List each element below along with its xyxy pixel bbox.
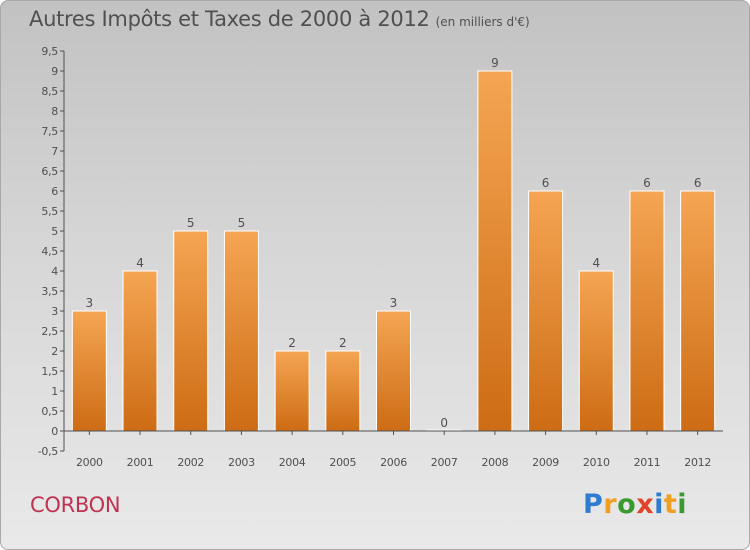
logo-letter: x — [636, 489, 655, 520]
data-label: 5 — [238, 216, 246, 230]
data-label: 3 — [86, 296, 94, 310]
x-tick-label: 2000 — [76, 456, 103, 469]
y-tick-label: 8 — [51, 105, 58, 118]
data-label: 5 — [187, 216, 195, 230]
y-tick-label: 5 — [51, 225, 58, 238]
data-label: 6 — [542, 176, 550, 190]
y-tick-label: 5,5 — [41, 205, 58, 218]
logo-letter: P — [583, 489, 604, 520]
x-tick-label: 2008 — [481, 456, 508, 469]
y-tick-label: 3,5 — [41, 285, 58, 298]
data-label: 4 — [136, 256, 144, 270]
x-tick-label: 2009 — [532, 456, 559, 469]
y-tick-label: 2 — [51, 345, 58, 358]
bar-2006 — [376, 310, 411, 432]
y-tick-label: 7,5 — [41, 125, 58, 138]
y-tick-label: 7 — [51, 145, 58, 158]
bar-2009 — [528, 190, 564, 432]
bars: 3 4 5 5 2 2 3 0 9 6 4 6 6 — [71, 56, 716, 432]
data-label: 4 — [592, 256, 600, 270]
logo-letter: r — [603, 489, 618, 520]
y-tick-label: 9,5 — [41, 45, 58, 58]
data-label: 6 — [694, 176, 702, 190]
y-tick-label: 4 — [51, 265, 58, 278]
bar-2011 — [629, 190, 665, 432]
x-tick-label: 2010 — [583, 456, 610, 469]
bar-2008 — [477, 70, 513, 432]
x-tick-label: 2001 — [127, 456, 154, 469]
y-tick-label: 9 — [51, 65, 58, 78]
bar-2000 — [71, 310, 107, 432]
y-tick-label: 8,5 — [41, 85, 58, 98]
x-tick-label: 2003 — [228, 456, 255, 469]
data-label: 6 — [643, 176, 651, 190]
x-tick-label: 2002 — [177, 456, 204, 469]
x-tick-label: 2006 — [380, 456, 407, 469]
x-axis: 2000 2001 2002 2003 2004 2005 2006 2007 2008 2009… — [64, 430, 723, 469]
y-tick-label: -0,5 — [38, 445, 59, 458]
chart-subtitle: (en milliers d'€) — [435, 15, 530, 29]
y-axis: -0,5 0 0,5 1 1,5 2 2,5 3 3,5 4 4,5 5 5,5 6 6,5 7 7,5 8 8,5… — [38, 45, 65, 458]
logo-letter: i — [677, 489, 688, 520]
x-tick-label: 2005 — [329, 456, 356, 469]
bar-2002 — [173, 230, 209, 432]
y-tick-label: 6 — [51, 185, 58, 198]
bar-2004 — [274, 350, 310, 432]
y-tick-label: 2,5 — [41, 325, 58, 338]
data-label: 9 — [491, 56, 499, 70]
bar-2005 — [325, 350, 361, 432]
data-label: 3 — [390, 296, 398, 310]
x-tick-label: 2012 — [684, 456, 711, 469]
bar-2001 — [122, 270, 158, 432]
data-label: 2 — [339, 336, 347, 350]
x-tick-label: 2004 — [279, 456, 306, 469]
y-tick-label: 0,5 — [41, 405, 58, 418]
y-tick-label: 4,5 — [41, 245, 58, 258]
commune-name: CORBON — [30, 493, 121, 517]
bar-2010 — [578, 270, 614, 432]
y-tick-label: 3 — [51, 305, 58, 318]
bar-2003 — [223, 230, 259, 432]
logo-letter: t — [663, 489, 678, 520]
logo-letter: o — [617, 489, 637, 520]
chart-title: Autres Impôts et Taxes de 2000 à 2012 (en… — [29, 7, 530, 31]
logo-letter: i — [654, 489, 664, 520]
y-tick-label: 1,5 — [41, 365, 58, 378]
chart-title-text: Autres Impôts et Taxes de 2000 à 2012 — [29, 7, 430, 31]
data-label: 0 — [440, 416, 448, 430]
y-tick-label: 6,5 — [41, 165, 58, 178]
x-tick-label: 2007 — [431, 456, 458, 469]
data-label: 2 — [288, 336, 296, 350]
y-tick-label: 0 — [51, 425, 58, 438]
bar-2012 — [680, 190, 716, 432]
y-tick-label: 1 — [51, 385, 58, 398]
x-tick-label: 2011 — [634, 456, 661, 469]
proxiti-logo: Proxiti — [583, 489, 687, 520]
